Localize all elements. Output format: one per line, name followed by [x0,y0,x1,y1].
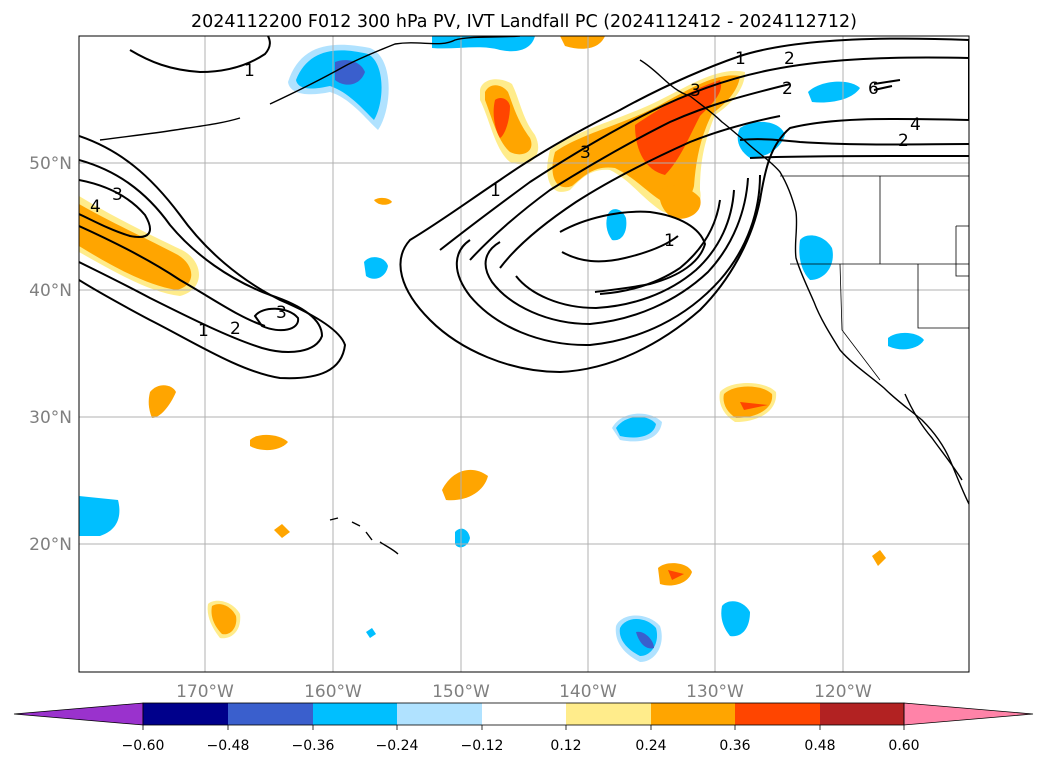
contour-label: 2 [230,319,241,339]
contour-west-2 [79,159,324,353]
contour-label: 3 [276,303,287,323]
plot-area: 1 2 3 4 3 1 2 3 1 3 1 1 2 6 4 2 [79,36,969,672]
contour-labels: 1 2 3 4 3 1 2 3 1 3 1 1 2 6 4 2 [90,49,921,341]
north-america-coast [743,139,969,505]
contour-label: 2 [782,79,793,99]
lat-label: 30°N [29,408,72,428]
lon-label: 160°W [304,682,362,702]
contour-label: 3 [690,81,701,101]
colorbar-tick-label: −0.48 [207,738,250,754]
colorbar: −0.60 −0.48 −0.36 −0.24 −0.12 0.12 0.24 … [13,702,1034,754]
lon-label: 120°W [814,682,872,702]
hawaii [329,517,399,555]
figure-title: 2024112200 F012 300 hPa PV, IVT Landfall… [191,12,857,32]
colorbar-segment [735,703,820,725]
colorbar-segment [482,703,566,725]
shaded-fields [79,36,924,662]
contour-label: 1 [198,321,209,341]
lat-label: 20°N [29,535,72,555]
colorbar-tick-label: −0.24 [376,738,419,754]
contour-label: 1 [490,181,501,201]
colorbar-segment [397,703,482,725]
contour-label: 1 [244,61,255,81]
contour-label: 4 [910,115,921,135]
contour-label: 4 [90,197,101,217]
colorbar-tick-label: 0.48 [804,738,835,754]
colorbar-tick-label: −0.60 [122,738,165,754]
ivt-contours [79,36,969,380]
lon-label: 130°W [686,682,744,702]
colorbar-segment [651,703,735,725]
contour-label: 1 [735,49,746,69]
lon-labels: 170°W 160°W 150°W 140°W 130°W 120°W [176,682,872,702]
colorbar-tick-label: 0.24 [635,738,666,754]
colorbar-segment [820,703,904,725]
coastlines [99,36,969,555]
colorbar-segment [228,703,313,725]
contour-label: 6 [868,79,879,99]
colorbar-tick-label: −0.12 [461,738,504,754]
contour-label: 3 [112,185,123,205]
colorbar-extend-high [903,702,1034,726]
contour-west-1 [79,135,347,380]
colorbar-tick-label: 0.36 [719,738,750,754]
lon-label: 170°W [176,682,234,702]
colorbar-extend-low [13,702,144,726]
lat-labels: 50°N 40°N 30°N 20°N [29,154,72,555]
shade-negative-aleutian-dark [335,60,365,85]
contour-label: 2 [784,49,795,69]
colorbar-segment [313,703,397,725]
lon-label: 140°W [559,682,617,702]
contour-label: 3 [580,143,591,163]
colorbar-segment [143,703,228,725]
contour-label: 2 [898,131,909,151]
lat-label: 50°N [29,154,72,174]
colorbar-tick-label: 0.60 [888,738,919,754]
colorbar-tick-label: 0.12 [550,738,581,754]
lat-label: 40°N [29,281,72,301]
contour-label: 1 [664,231,675,251]
plot-frame [78,35,970,673]
contour-west-3 [79,179,151,238]
colorbar-segment [566,703,651,725]
lon-label: 150°W [432,682,490,702]
alaska-coast [269,36,521,105]
colorbar-tick-label: −0.36 [292,738,335,754]
political-borders [780,175,969,381]
contour-central-1 [399,37,969,374]
